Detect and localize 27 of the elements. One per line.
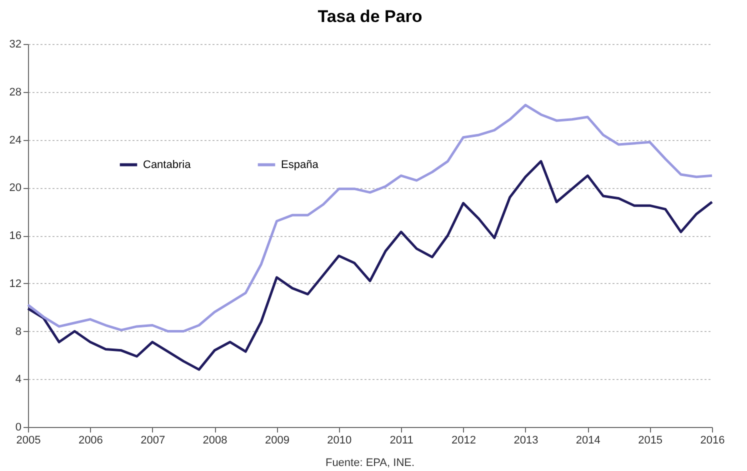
x-tick-label: 2006: [78, 434, 103, 446]
chart-title: Tasa de Paro: [318, 7, 422, 26]
y-tick-label: 0: [15, 422, 22, 434]
y-tick-label: 16: [9, 230, 22, 242]
legend-label: Cantabria: [143, 158, 192, 171]
y-tick-label: 12: [9, 278, 22, 290]
y-tick-label: 24: [9, 134, 22, 146]
y-tick-label: 8: [15, 326, 22, 338]
x-tick-label: 2014: [576, 434, 600, 446]
x-tick-label: 2009: [264, 434, 290, 446]
line-series: [26, 104, 714, 332]
x-tick-label: 2010: [327, 434, 352, 446]
y-tick-label: 32: [9, 38, 22, 50]
legend-label: España: [281, 158, 320, 171]
x-tick-label: 2005: [16, 434, 41, 446]
y-tick-label: 4: [15, 374, 22, 386]
y-tick-label: 28: [9, 86, 22, 98]
y-tick-label: 20: [9, 182, 22, 194]
source-note: Fuente: EPA, INE.: [325, 457, 415, 469]
x-tick-label: 2015: [638, 434, 663, 446]
line-series: [26, 160, 714, 371]
x-tick-label: 2011: [390, 434, 414, 446]
x-tick-label: 2016: [700, 434, 725, 446]
x-tick-label: 2013: [514, 434, 538, 446]
x-tick-label: 2008: [202, 434, 228, 446]
x-tick-label: 2012: [452, 434, 476, 446]
x-tick-label: 2007: [140, 434, 166, 446]
